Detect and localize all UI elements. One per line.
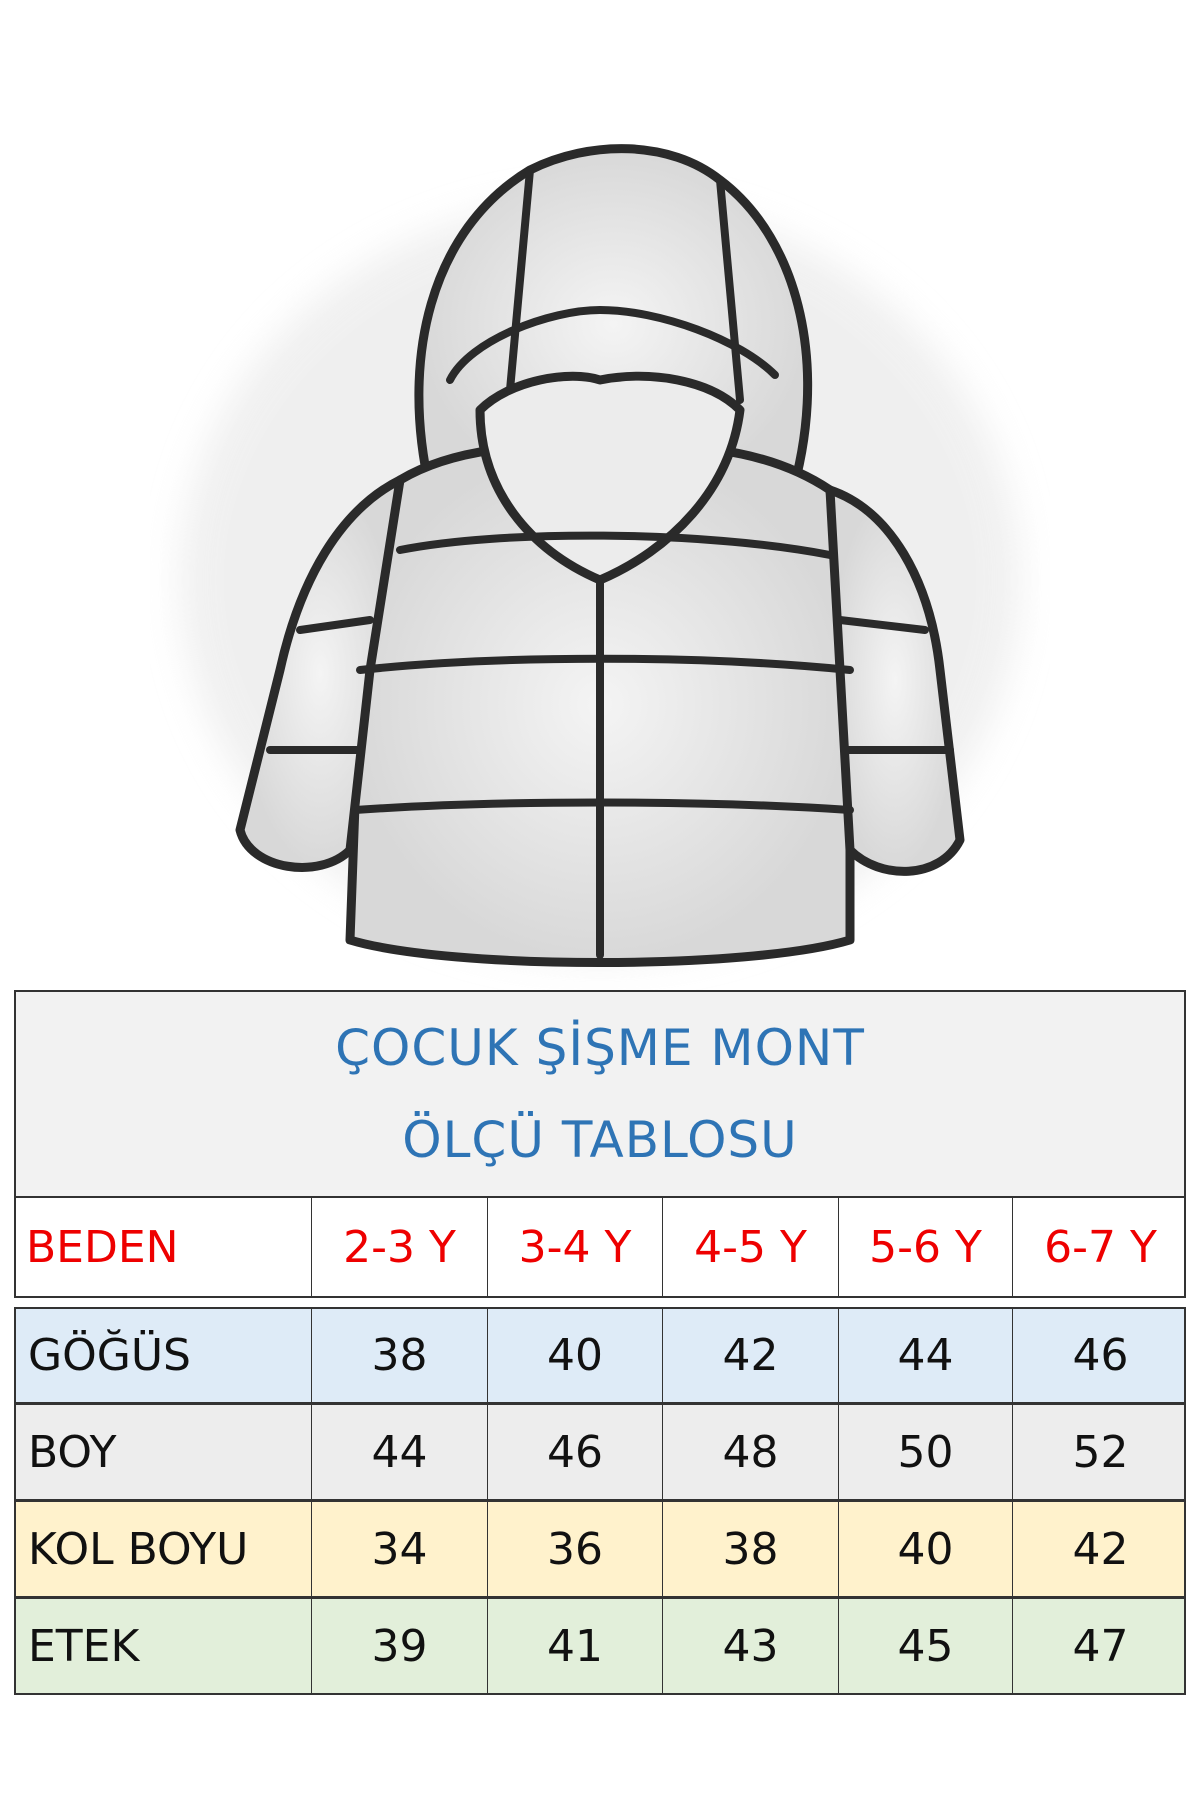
measurement-cell: 43 <box>663 1599 839 1693</box>
measurement-cell: 47 <box>1072 1620 1129 1672</box>
measurement-cell: 45 <box>839 1599 1013 1693</box>
size-cell: 3-4 Y <box>488 1198 663 1296</box>
table-row: KOL BOYU 34 36 38 40 42 <box>14 1501 1186 1598</box>
measurement-cell: 34 <box>312 1502 488 1596</box>
size-header-row: BEDEN 2-3 Y 3-4 Y 4-5 Y 5-6 Y 6-7 Y <box>14 1198 1186 1298</box>
measurement-cell: 44 <box>839 1309 1013 1402</box>
size-label: BEDEN <box>16 1198 312 1296</box>
row-label: GÖĞÜS <box>16 1309 312 1402</box>
measurement-cell: 36 <box>488 1502 663 1596</box>
table-row: GÖĞÜS 38 40 42 44 46 <box>14 1307 1186 1404</box>
measurement-cell: 40 <box>488 1309 663 1402</box>
size-chart-table: ÇOCUK ŞİŞME MONT ÖLÇÜ TABLOSU BEDEN 2-3 … <box>14 990 1186 1695</box>
measurement-cell: 52 <box>1072 1426 1129 1478</box>
size-cell: 2-3 Y <box>312 1198 488 1296</box>
table-row: ETEK 39 41 43 45 47 <box>14 1598 1186 1695</box>
measurement-cell: 40 <box>839 1502 1013 1596</box>
measurement-cell: 48 <box>663 1405 839 1499</box>
measurement-cell: 42 <box>663 1309 839 1402</box>
title-line-2: ÖLÇÜ TABLOSU <box>402 1111 798 1169</box>
measurement-cell: 38 <box>312 1309 488 1402</box>
row-label: ETEK <box>16 1599 312 1693</box>
measurement-cell: 46 <box>1072 1330 1129 1381</box>
row-label: KOL BOYU <box>16 1502 312 1596</box>
title-line-1: ÇOCUK ŞİŞME MONT <box>335 1019 865 1077</box>
size-cell: 6-7 Y <box>1044 1221 1157 1273</box>
row-label: BOY <box>16 1405 312 1499</box>
size-cell: 5-6 Y <box>839 1198 1013 1296</box>
measurement-cell: 38 <box>663 1502 839 1596</box>
measurement-cell: 39 <box>312 1599 488 1693</box>
table-row: BOY 44 46 48 50 52 <box>14 1404 1186 1501</box>
size-cell: 4-5 Y <box>663 1198 839 1296</box>
puffer-jacket-illustration <box>180 144 1020 967</box>
measurement-cell: 44 <box>312 1405 488 1499</box>
measurement-cell: 42 <box>1072 1523 1129 1575</box>
measurement-cell: 50 <box>839 1405 1013 1499</box>
measurement-cell: 41 <box>488 1599 663 1693</box>
table-title: ÇOCUK ŞİŞME MONT ÖLÇÜ TABLOSU <box>14 990 1186 1198</box>
measurement-cell: 46 <box>488 1405 663 1499</box>
